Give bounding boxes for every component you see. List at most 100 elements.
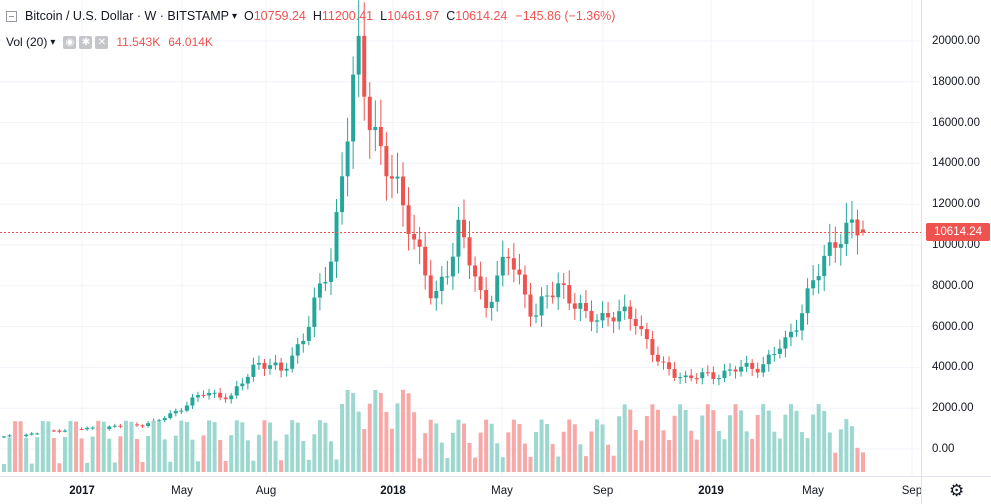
candle-body [683,375,688,378]
volume-bar [184,422,189,472]
candle-body [251,364,256,377]
candle-body [611,317,616,322]
last-price-tag: 10614.24 [926,223,990,242]
candle-body [317,283,322,298]
candle-body [362,35,367,97]
time-axis[interactable]: 2017 May Aug 2018 May Sep 2019 May Sep [0,476,922,504]
close-key: C [446,9,456,23]
candle-body [766,354,771,365]
volume-bar [367,403,372,472]
volume-legend: Vol (20) ▾ ◉ ✱ ✕ 11.543K 64.014K [6,35,213,49]
chevron-down-icon[interactable]: ▾ [50,36,56,48]
volume-bar [672,415,677,472]
volume-bar [800,432,805,472]
volume-bar [539,419,544,472]
candle-body [295,344,300,356]
candle-body [822,255,827,277]
chart-plot-area[interactable] [0,0,921,476]
time-tick-label: May [491,485,513,497]
candle-body [633,318,638,327]
volume-bar [550,443,555,472]
candle-body [722,370,727,379]
volume-label[interactable]: Vol (20) [6,35,48,49]
candle-body [323,281,328,284]
volume-bar [811,414,816,472]
volume-bar [667,439,672,472]
candle-body [473,265,478,277]
volume-bar [783,414,788,472]
volume-bar [777,438,782,472]
volume-bar [262,420,267,472]
volume-bar [306,459,311,472]
symbol-title[interactable]: Bitcoin / U.S. Dollar · W · BITSTAMP [25,9,229,23]
volume-bar [622,404,627,472]
volume-bar [201,435,206,472]
volume-bar [140,462,145,472]
candle-body [561,283,566,285]
candle-body [190,397,195,406]
volume-bar [290,420,295,472]
volume-bar [727,415,732,472]
price-axis[interactable]: 20000.00 18000.00 16000.00 14000.00 12000.00… [921,0,991,476]
candle-body [201,395,206,397]
candle-body [733,369,738,372]
volume-bar [655,409,660,472]
candle-body [511,258,516,270]
close-icon[interactable]: ✕ [95,35,109,49]
volume-bar [389,428,394,472]
candle-body [184,405,189,411]
candle-body [234,386,239,396]
price-tick-label: 20000.00 [932,35,980,47]
volume-bar [445,457,450,472]
candle-body [672,369,677,378]
volume-bar [279,460,284,472]
candle-body [506,256,511,259]
volume-bar [506,432,511,472]
volume-bar [7,437,12,472]
gear-icon[interactable]: ⚙ [949,481,965,500]
volume-bar [146,435,151,472]
candle-body [395,176,400,179]
volume-bar [478,432,483,472]
eye-icon[interactable]: ◉ [63,35,77,49]
settings-icon[interactable]: ✱ [79,35,93,49]
volume-bar [101,421,106,472]
volume-bar [334,459,339,472]
chevron-down-icon[interactable]: ▾ [231,10,237,22]
volume-bar [861,452,865,472]
volume-bar [583,456,588,472]
candle-body [439,276,444,291]
candle-body [550,295,555,298]
volume-bar [85,462,90,472]
candle-body [855,219,860,236]
collapse-legend-icon[interactable] [6,10,17,22]
volume-bar [461,423,466,472]
price-tick-label: 6000.00 [932,320,974,333]
symbol-legend: Bitcoin / U.S. Dollar · W · BITSTAMP ▾ O… [6,9,615,23]
volume-bar [661,430,666,472]
volume-bar [340,403,345,472]
candle-body [755,368,760,373]
volume-bar [295,422,300,472]
candle-body [750,362,755,369]
candle-body [689,375,694,379]
candle-body [284,368,289,371]
candle-body [51,430,56,432]
candle-body [356,35,361,75]
volume-bar [112,462,117,472]
volume-bar [240,422,245,472]
candle-body [162,418,167,421]
volume-bar [173,435,178,472]
candlestick-chart[interactable] [0,0,921,476]
candle-body [495,275,500,302]
volume-bar [57,463,62,472]
volume-bar [223,460,228,472]
volume-bar [35,437,40,472]
candle-body [539,296,544,316]
volume-bar [484,419,489,472]
candle-body [827,242,832,256]
candle-body [661,361,666,363]
candle-body [312,297,317,327]
volume-bar [633,429,638,472]
candle-body [484,290,489,308]
